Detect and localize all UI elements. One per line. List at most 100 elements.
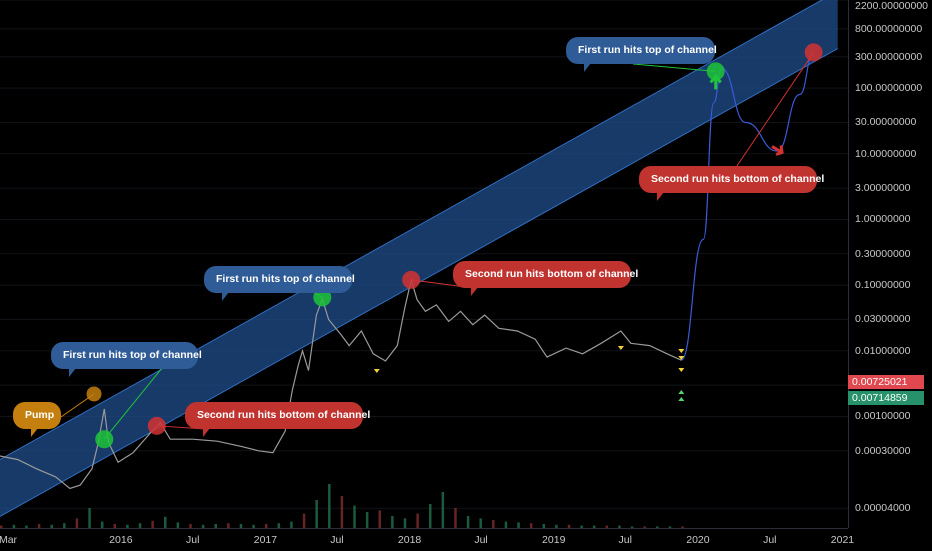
channel-upper-edge <box>0 0 823 461</box>
volume-bar <box>189 524 192 528</box>
y-tick-label: 0.00100000 <box>855 410 911 423</box>
volume-bar <box>593 525 596 528</box>
volume-bar <box>517 522 520 528</box>
red-marker-circle <box>804 43 823 62</box>
signal-triangle <box>678 356 685 360</box>
x-tick-label: 2020 <box>686 534 710 546</box>
channel-band-fill <box>0 0 838 517</box>
annotation-callout[interactable]: Second run hits bottom of channel <box>185 402 370 437</box>
volume-bar <box>252 524 255 528</box>
signal-triangle <box>678 349 685 353</box>
y-tick-label: 30.00000000 <box>855 116 917 129</box>
x-tick-label: Jul <box>186 534 200 546</box>
green-marker-circle <box>95 430 114 449</box>
callout-tail <box>471 287 478 296</box>
volume-bar <box>529 523 533 528</box>
x-tick-label: Jul <box>763 534 777 546</box>
volume-bar <box>618 525 621 528</box>
green-marker-circle <box>706 62 725 81</box>
time-axis[interactable]: Mar 2016 Jul 2017 Jul 2018 Jul 2019 Jul 2020 Jul 20… <box>0 528 854 551</box>
callout-tail <box>657 192 664 201</box>
y-tick-label: 300.00000000 <box>855 50 923 63</box>
volume-bar <box>176 522 180 528</box>
volume-bars <box>0 484 684 528</box>
volume-bar <box>656 526 659 528</box>
y-tick-label: 0.00004000 <box>855 502 911 515</box>
volume-bar <box>630 526 634 528</box>
volume-bar <box>151 520 154 528</box>
x-tick-label: Jul <box>618 534 632 546</box>
annotation-callout[interactable]: First run hits top of channel <box>566 37 717 72</box>
orange-marker-circle <box>86 386 102 402</box>
y-tick-label: 0.10000000 <box>855 279 911 292</box>
callout-tail <box>69 368 76 377</box>
red-marker-circle <box>402 270 421 289</box>
volume-bar <box>214 524 217 528</box>
current-price-badge-green: 0.00714859 <box>848 391 924 405</box>
volume-bar <box>391 516 394 528</box>
y-tick-label: 1.00000000 <box>855 213 911 226</box>
volume-bar <box>201 524 205 528</box>
y-tick-label: 100.00000000 <box>855 82 923 95</box>
volume-bar <box>290 521 293 528</box>
x-tick-label: 2018 <box>397 534 422 546</box>
y-tick-label: 0.30000000 <box>855 247 911 260</box>
volume-bar <box>0 525 3 528</box>
signal-triangle <box>678 397 685 401</box>
volume-bar <box>542 524 546 528</box>
y-tick-label: 0.00030000 <box>855 444 911 457</box>
y-tick-label: 3.00000000 <box>855 182 911 195</box>
price-axis[interactable]: 2200.00000000 800.00000000 300.00000000 100… <box>848 0 932 528</box>
volume-bar <box>277 523 281 528</box>
volume-bar <box>239 524 243 528</box>
y-tick-label: 800.00000000 <box>855 22 923 35</box>
volume-bar <box>567 524 571 528</box>
volume-bar <box>454 508 457 528</box>
volume-bar <box>12 524 16 528</box>
volume-bar <box>492 520 495 528</box>
volume-bar <box>580 525 583 528</box>
volume-bar <box>378 510 382 528</box>
callout-tail <box>31 428 38 437</box>
annotation-callout[interactable]: First run hits top of channel <box>204 266 355 301</box>
x-tick-label: Jul <box>330 534 344 546</box>
callout-tail <box>222 292 229 301</box>
callout-tail <box>203 428 210 437</box>
volume-bar <box>353 505 356 528</box>
volume-bar <box>340 496 344 528</box>
volume-bar <box>643 526 646 528</box>
volume-bar <box>555 524 558 528</box>
volume-bar <box>416 513 419 528</box>
annotation-callout[interactable]: First run hits top of channel <box>51 342 202 377</box>
callout-tail <box>584 63 591 72</box>
down-arrow-icon <box>771 145 784 156</box>
y-tick-label: 10.00000000 <box>855 147 917 160</box>
callout-leader-line <box>103 368 162 440</box>
x-tick-label: Mar <box>0 534 18 546</box>
volume-bar <box>479 518 482 528</box>
volume-bar <box>37 524 41 528</box>
volume-bar <box>100 521 104 528</box>
volume-bar <box>315 500 318 528</box>
volume-bar <box>63 523 66 528</box>
callout-leader-line <box>736 52 815 167</box>
annotation-callout[interactable]: Second run hits bottom of channel <box>639 166 824 201</box>
x-tick-label: 2017 <box>253 534 278 546</box>
volume-bar <box>428 504 432 528</box>
volume-bar <box>113 524 117 528</box>
annotation-callout[interactable]: Second run hits bottom of channel <box>453 261 638 296</box>
volume-bar <box>668 526 672 528</box>
volume-bar <box>164 516 167 528</box>
x-tick-label: 2021 <box>830 534 855 546</box>
volume-bar <box>138 523 142 528</box>
signal-triangle <box>373 369 380 373</box>
signal-triangle <box>678 390 685 394</box>
y-tick-label: 0.03000000 <box>855 313 911 326</box>
annotation-callout[interactable]: Pump <box>13 402 61 437</box>
x-tick-label: Jul <box>474 534 488 546</box>
volume-bar <box>504 521 508 528</box>
volume-bar <box>328 484 331 528</box>
marker-circles <box>86 43 823 449</box>
